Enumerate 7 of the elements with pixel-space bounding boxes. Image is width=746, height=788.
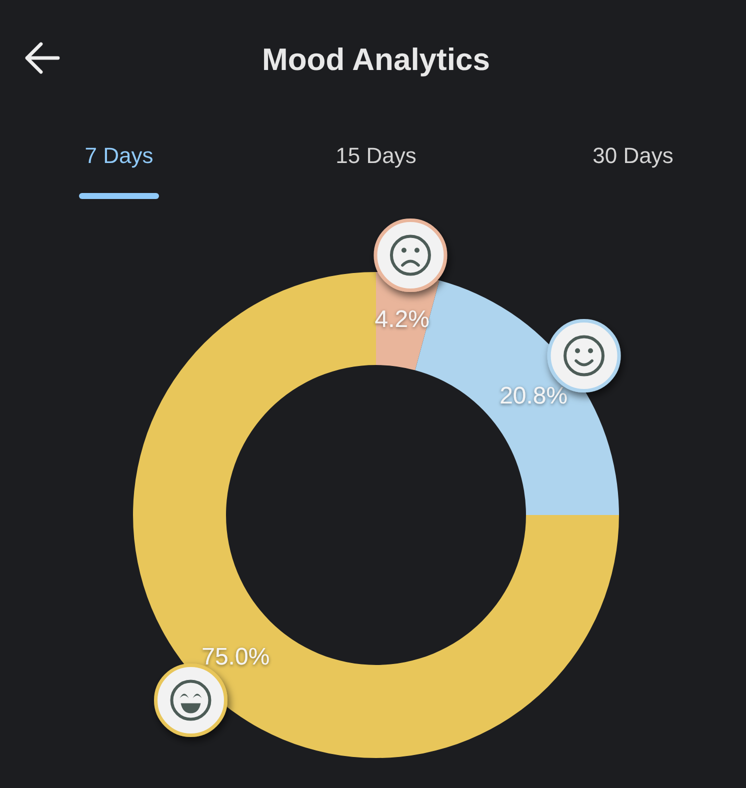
donut-slice — [133, 272, 619, 758]
text: 7 Days — [84, 143, 154, 168]
text: 15 Days — [336, 143, 416, 168]
text: 30 Days — [592, 143, 674, 168]
data-label: 75.0% — [202, 643, 270, 670]
chart-title: Mood Analytics — [262, 42, 490, 77]
data-label: 20.8% — [500, 382, 568, 410]
